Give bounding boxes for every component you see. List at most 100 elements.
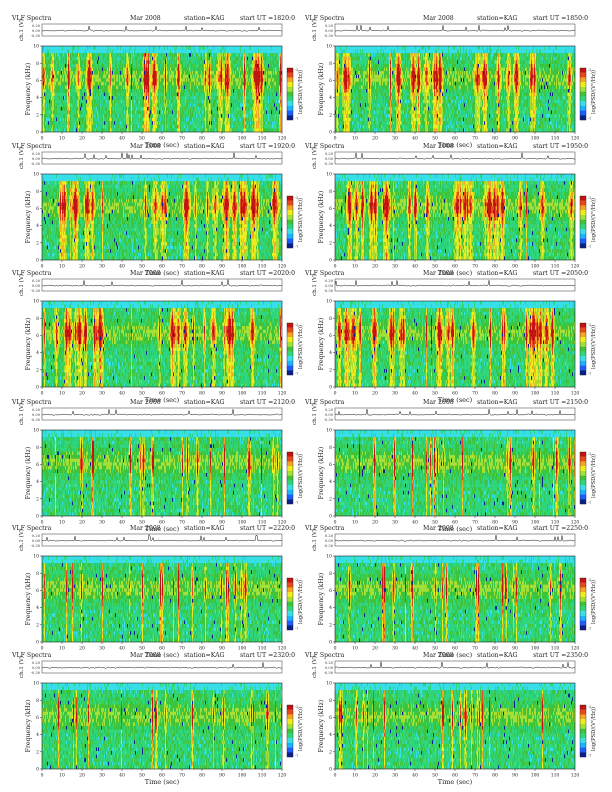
spectrogram-cell bbox=[115, 64, 116, 68]
spectrogram-cell bbox=[65, 100, 66, 104]
spectrogram-cell bbox=[66, 93, 67, 97]
spectrogram-cell bbox=[51, 114, 52, 118]
spectrogram-cell bbox=[84, 96, 85, 100]
spectrogram-cell bbox=[95, 85, 96, 89]
spectrogram-cell bbox=[101, 121, 102, 125]
spectrogram-cell bbox=[98, 46, 99, 50]
spectrogram-cell bbox=[62, 96, 63, 100]
spectrogram-cell bbox=[83, 71, 84, 75]
spectrogram-cell bbox=[92, 46, 93, 50]
spectrogram-cell bbox=[44, 85, 45, 89]
spectrogram-cell bbox=[49, 64, 50, 68]
spectrogram-cell bbox=[67, 46, 68, 50]
spectrogram-cell bbox=[65, 128, 66, 132]
spectrogram-cell bbox=[72, 60, 73, 64]
spectrogram-cell bbox=[119, 71, 120, 75]
spectrogram-cell bbox=[66, 125, 67, 129]
spectrogram-cell bbox=[57, 50, 58, 54]
spectrogram-cell bbox=[95, 111, 96, 115]
spectrogram-cell bbox=[101, 71, 102, 75]
spectrogram-cell bbox=[45, 121, 46, 125]
spectrogram-cell bbox=[54, 111, 55, 115]
spectrogram-cell bbox=[50, 118, 51, 122]
spectrogram-cell bbox=[114, 93, 115, 97]
spectrogram-cell bbox=[90, 118, 91, 122]
spectrogram-cell bbox=[79, 100, 80, 104]
spectrogram-cell bbox=[108, 100, 109, 104]
spectrogram-cell bbox=[98, 57, 99, 61]
spectrogram-cell bbox=[92, 50, 93, 54]
spectrogram-cell bbox=[68, 128, 69, 132]
spectrogram-cell bbox=[77, 85, 78, 89]
spectrogram-cell bbox=[112, 64, 113, 68]
spectrogram-cell bbox=[56, 60, 57, 64]
spectrogram-cell bbox=[96, 50, 97, 54]
spectrogram-cell bbox=[69, 118, 70, 122]
spectrogram-cell bbox=[102, 100, 103, 104]
spectrogram-cell bbox=[117, 50, 118, 54]
spectrogram-cell bbox=[99, 82, 100, 86]
spectrogram-cell bbox=[46, 57, 47, 61]
spectrogram-cell bbox=[74, 78, 75, 82]
spectrogram-cell bbox=[98, 111, 99, 115]
spectrogram-cell bbox=[57, 93, 58, 97]
spectrogram-cell bbox=[49, 57, 50, 61]
spectrogram-cell bbox=[53, 125, 54, 129]
spectrogram-cell bbox=[76, 103, 77, 107]
spectrogram-cell bbox=[49, 125, 50, 129]
spectrogram-cell bbox=[89, 118, 90, 122]
spectrogram-cell bbox=[54, 60, 55, 64]
spectrogram-cell bbox=[90, 128, 91, 132]
spectrogram-cell bbox=[116, 121, 117, 125]
spectrogram-cell bbox=[85, 71, 86, 75]
spectrogram-cell bbox=[55, 107, 56, 111]
spectrogram-cell bbox=[70, 82, 71, 86]
spectrogram-cell bbox=[110, 60, 111, 64]
spectrogram-cell bbox=[75, 85, 76, 89]
spectrogram-cell bbox=[72, 93, 73, 97]
spectrogram-cell bbox=[73, 96, 74, 100]
spectrogram-cell bbox=[85, 82, 86, 86]
waveform-trace bbox=[42, 26, 282, 31]
spectrogram-cell bbox=[77, 89, 78, 93]
spectrogram-cell bbox=[82, 96, 83, 100]
spectrogram-cell bbox=[60, 100, 61, 104]
spectrogram-cell bbox=[90, 103, 91, 107]
spectrogram-cell bbox=[71, 71, 72, 75]
spectrogram-cell bbox=[69, 125, 70, 129]
spectrogram-cell bbox=[70, 121, 71, 125]
spectrogram-cell bbox=[49, 68, 50, 72]
spectrogram-cell bbox=[113, 118, 114, 122]
spectrogram-cell bbox=[94, 78, 95, 82]
spectrogram-cell bbox=[45, 103, 46, 107]
spectrogram-cell bbox=[105, 57, 106, 61]
spectrogram-cell bbox=[47, 100, 48, 104]
spectrogram-cell bbox=[69, 71, 70, 75]
spectrogram-cell bbox=[92, 57, 93, 61]
spectrogram-cell bbox=[82, 111, 83, 115]
spectrogram-cell bbox=[119, 82, 120, 86]
spectrogram-cell bbox=[96, 64, 97, 68]
spectrogram-cell bbox=[111, 64, 112, 68]
spectrogram-cell bbox=[87, 100, 88, 104]
spectrogram-cell bbox=[96, 125, 97, 129]
spectrogram-cell bbox=[49, 46, 50, 50]
spectrogram-cell bbox=[46, 68, 47, 72]
spectrogram-cell bbox=[70, 75, 71, 79]
spectrogram-cell bbox=[109, 89, 110, 93]
spectrogram-cell bbox=[84, 78, 85, 82]
spectrogram-cell bbox=[108, 89, 109, 93]
spectrogram-cell bbox=[97, 60, 98, 64]
spectrogram-cell bbox=[61, 121, 62, 125]
spectrogram-cell bbox=[93, 50, 94, 54]
spectrogram-cell bbox=[60, 103, 61, 107]
spectrogram-cell bbox=[45, 93, 46, 97]
spectrogram-cell bbox=[80, 78, 81, 82]
spectrogram-cell bbox=[52, 64, 53, 68]
spectrogram-cell bbox=[55, 64, 56, 68]
spectrogram-cell bbox=[106, 71, 107, 75]
spectrogram-cell bbox=[97, 114, 98, 118]
spectrogram-cell bbox=[64, 107, 65, 111]
spectrogram-cell bbox=[67, 60, 68, 64]
spectrogram-cell bbox=[80, 64, 81, 68]
